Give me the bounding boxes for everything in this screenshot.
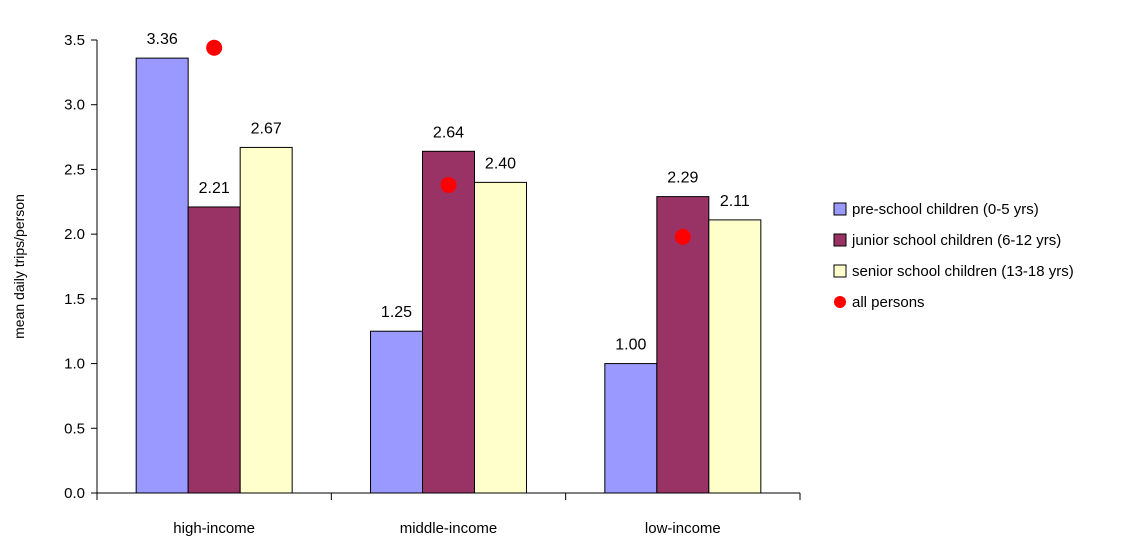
data-label-2-middle-income: 2.64 (433, 124, 464, 141)
y-tick-label: 2.0 (64, 226, 85, 243)
data-label-1-middle-income: 1.25 (381, 304, 412, 321)
y-tick-label: 1.5 (64, 291, 85, 308)
bar-3-low-income (708, 219, 762, 494)
legend-swatch (833, 264, 847, 278)
y-tick-label: 3.0 (64, 97, 85, 114)
legend-swatch (833, 233, 847, 247)
bar-3-middle-income (474, 181, 527, 494)
y-tick-label: 0.5 (64, 420, 85, 437)
bar-2-low-income (656, 196, 710, 494)
data-label-3-middle-income: 2.40 (485, 155, 516, 172)
y-tick-label: 3.5 (64, 32, 85, 49)
legend-marker (834, 296, 846, 308)
data-label-2-high-income: 2.21 (199, 180, 230, 197)
bar-1-middle-income (370, 330, 423, 494)
bar-1-low-income (604, 363, 658, 494)
all-persons-marker-low-income (674, 228, 691, 245)
legend-label: junior school children (6-12 yrs) (851, 232, 1061, 249)
x-category-label: high-income (173, 520, 255, 537)
legend-label: pre-school children (0-5 yrs) (852, 201, 1039, 218)
data-label-2-low-income: 2.29 (667, 170, 698, 187)
x-category-label: middle-income (400, 520, 498, 537)
legend-label: senior school children (13-18 yrs) (852, 263, 1074, 280)
axes: 0.0 0.5 1.0 1.5 2.0 2.5 3.0 3.5 high-income middl… (11, 32, 801, 537)
data-label-1-low-income: 1.00 (615, 337, 646, 354)
y-tick-label: 2.5 (64, 161, 85, 178)
legend-label: all persons (852, 294, 925, 311)
y-tick-label: 1.0 (64, 356, 85, 373)
bar-3-high-income (239, 146, 293, 494)
data-label-3-low-income: 2.11 (720, 193, 750, 210)
bar-2-high-income (187, 206, 241, 494)
all-persons-marker-high-income (206, 39, 223, 56)
plot-area: 3.36 1.25 1.00 2.21 2.64 2.29 2.67 2.40 2.11 (135, 31, 762, 494)
data-label-3-high-income: 2.67 (251, 120, 282, 137)
bar-2-middle-income (422, 150, 475, 494)
legend-swatch (833, 202, 847, 216)
all-persons-marker-middle-income (440, 176, 457, 193)
x-category-label: low-income (645, 520, 721, 537)
legend: pre-school children (0-5 yrs) junior scho… (833, 201, 1074, 311)
y-axis-title: mean daily trips/person (11, 194, 27, 339)
y-tick-label: 0.0 (64, 485, 85, 502)
bar-1-high-income (135, 57, 189, 494)
data-label-1-high-income: 3.36 (147, 31, 178, 48)
